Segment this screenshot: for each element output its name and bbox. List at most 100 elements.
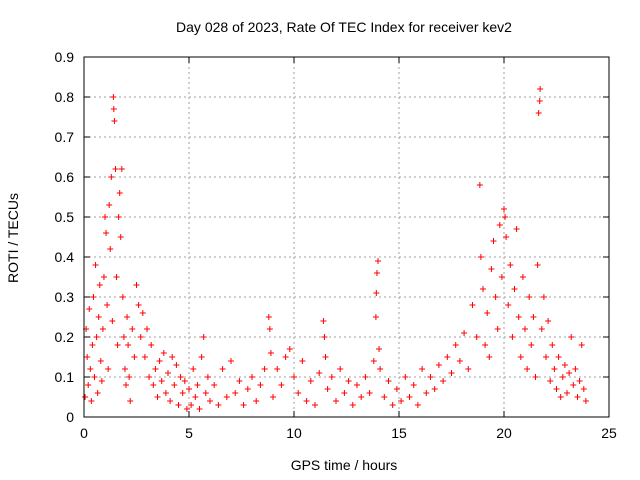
- data-point: [381, 394, 388, 400]
- data-point: [476, 182, 483, 188]
- data-point: [131, 354, 138, 360]
- data-point: [534, 262, 541, 268]
- data-point: [501, 206, 507, 212]
- data-point: [129, 326, 136, 332]
- data-point: [92, 262, 99, 268]
- data-point: [511, 286, 518, 292]
- data-point: [162, 390, 169, 396]
- data-point: [291, 374, 297, 380]
- data-point: [141, 354, 148, 360]
- data-point: [519, 274, 526, 280]
- data-point: [133, 282, 140, 288]
- data-point: [578, 342, 585, 348]
- data-point: [253, 398, 260, 404]
- y-tick-label: 0.8: [55, 89, 75, 105]
- data-point: [160, 350, 167, 356]
- data-point: [402, 374, 409, 380]
- y-tick-label: 0.3: [55, 289, 75, 305]
- data-point: [398, 398, 405, 404]
- data-point: [266, 326, 273, 332]
- data-point: [307, 378, 314, 384]
- data-point: [362, 374, 369, 380]
- chart-title: Day 028 of 2023, Rate Of TEC Index for r…: [176, 19, 512, 35]
- data-point: [113, 274, 120, 280]
- data-point: [515, 314, 522, 320]
- data-point: [85, 382, 92, 388]
- data-point: [228, 358, 234, 364]
- data-point: [167, 398, 174, 404]
- data-point: [465, 366, 472, 372]
- data-point: [320, 318, 327, 324]
- data-point: [502, 214, 509, 220]
- data-point: [559, 374, 566, 380]
- data-point: [444, 354, 451, 360]
- y-axis-label: ROTI / TECUs: [5, 193, 21, 283]
- data-point: [431, 386, 438, 392]
- data-point: [82, 394, 89, 400]
- y-tick-label: 0.5: [55, 209, 75, 225]
- data-point: [322, 354, 329, 360]
- data-point: [116, 190, 123, 196]
- y-tick-label: 0.2: [55, 329, 75, 345]
- data-point: [373, 290, 380, 296]
- data-point: [490, 238, 497, 244]
- data-point: [358, 394, 365, 400]
- data-point: [183, 406, 190, 412]
- data-point: [452, 342, 459, 348]
- data-point: [377, 366, 384, 372]
- data-point: [169, 354, 176, 360]
- data-point: [473, 334, 480, 340]
- data-point: [580, 386, 587, 392]
- data-point: [517, 354, 524, 360]
- data-point: [110, 106, 117, 112]
- data-point: [456, 358, 463, 364]
- data-point: [410, 382, 417, 388]
- y-tick-label: 0.7: [55, 129, 75, 145]
- data-point: [107, 246, 114, 252]
- data-point: [84, 354, 91, 360]
- data-point: [244, 386, 251, 392]
- data-point: [370, 358, 377, 364]
- data-point: [321, 334, 328, 340]
- data-point: [257, 382, 264, 388]
- data-point: [202, 390, 209, 396]
- data-point: [435, 362, 442, 368]
- x-tick-label: 0: [80, 425, 88, 441]
- x-tick-label: 5: [185, 425, 193, 441]
- x-tick-label: 25: [601, 425, 617, 441]
- plot-frame: [83, 56, 610, 418]
- data-point: [278, 382, 285, 388]
- y-tick-label: 0.6: [55, 169, 75, 185]
- data-point: [232, 390, 239, 396]
- data-point: [150, 382, 157, 388]
- data-point: [498, 274, 505, 280]
- data-point: [110, 94, 117, 100]
- data-point: [482, 342, 489, 348]
- data-point: [148, 342, 155, 348]
- data-point: [265, 314, 272, 320]
- grid: [84, 57, 609, 417]
- data-point: [125, 342, 132, 348]
- data-point: [328, 374, 335, 380]
- data-point: [115, 214, 122, 220]
- data-point: [448, 370, 455, 376]
- data-point: [551, 366, 558, 372]
- data-point: [158, 378, 165, 384]
- data-point: [114, 342, 121, 348]
- y-tick-label: 0: [66, 409, 74, 425]
- data-point: [570, 382, 577, 388]
- data-point: [192, 394, 199, 400]
- data-point: [537, 86, 544, 92]
- data-point: [249, 374, 255, 380]
- data-point: [123, 382, 129, 388]
- data-point: [175, 402, 182, 408]
- data-point: [270, 394, 276, 400]
- data-point: [108, 174, 115, 180]
- data-point: [105, 366, 112, 372]
- data-point: [423, 390, 430, 396]
- data-point: [480, 286, 486, 292]
- data-point: [215, 402, 222, 408]
- data-point: [286, 346, 293, 352]
- data-point: [181, 378, 188, 384]
